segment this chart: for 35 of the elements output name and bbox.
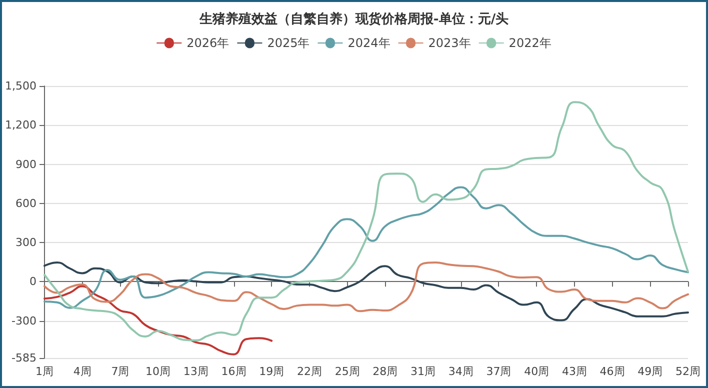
legend-label: 2025年 <box>267 36 310 50</box>
x-tick-label: 7周 <box>111 365 130 378</box>
x-tick-label: 1周 <box>35 365 54 378</box>
y-tick-label: 300 <box>15 236 36 250</box>
y-tick-label: 0 <box>29 275 36 288</box>
x-tick-label: 46周 <box>600 365 625 378</box>
x-tick-label: 49周 <box>638 365 663 378</box>
x-tick-label: 40周 <box>524 365 550 378</box>
x-tick-label: 22周 <box>296 365 322 378</box>
y-tick-label: 600 <box>15 196 36 210</box>
x-tick-label: 43周 <box>562 365 587 378</box>
y-tick-label: -300 <box>12 314 36 328</box>
x-tick-label: 4周 <box>73 365 92 378</box>
x-tick-label: 13周 <box>183 365 208 378</box>
x-tick-label: 25周 <box>334 365 360 378</box>
x-tick-label: 16周 <box>221 365 246 378</box>
x-tick-label: 31周 <box>410 365 436 378</box>
legend-label: 2023年 <box>428 36 471 50</box>
legend-label: 2026年 <box>186 36 230 50</box>
x-tick-label: 28周 <box>372 365 398 378</box>
y-tick-label: 900 <box>15 158 36 171</box>
line-series <box>43 285 273 356</box>
x-tick-label: 10周 <box>146 365 171 378</box>
x-tick-label: 34周 <box>448 365 474 378</box>
y-tick-label: 1,500 <box>4 80 36 92</box>
line-series <box>43 101 689 342</box>
y-tick-label: -585 <box>12 352 36 364</box>
legend-label: 2022年 <box>508 36 552 50</box>
chart-title: 生猪养殖效益（自繁自养）现货价格周报-单位：元/头 <box>198 11 509 27</box>
line-series <box>43 186 689 309</box>
x-tick-label: 19周 <box>259 365 284 378</box>
legend-label: 2024年 <box>348 36 390 50</box>
y-tick-label: 1,200 <box>4 118 36 132</box>
x-tick-label: 37周 <box>486 365 512 378</box>
x-tick-label: 52周 <box>676 365 700 378</box>
